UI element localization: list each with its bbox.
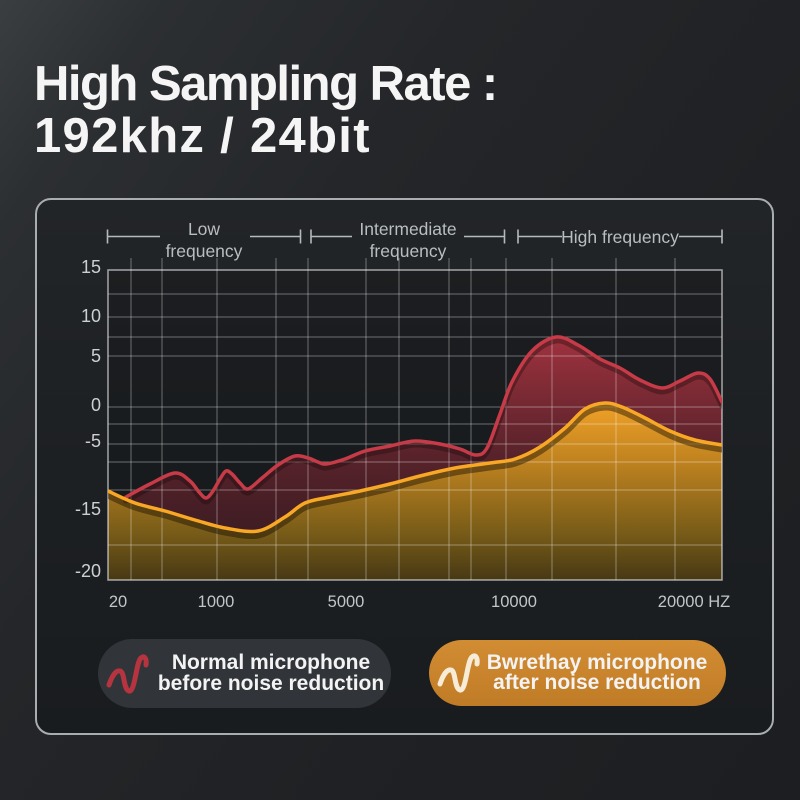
svg-text:frequency: frequency [166,241,243,261]
svg-text:High frequency: High frequency [561,227,679,247]
svg-text:20: 20 [109,593,127,611]
svg-text:5: 5 [91,346,101,366]
svg-text:frequency: frequency [370,241,447,261]
svg-text:-15: -15 [75,499,101,519]
svg-text:10: 10 [81,306,101,326]
svg-text:-5: -5 [85,431,101,451]
svg-text:-20: -20 [75,561,101,581]
svg-text:5000: 5000 [328,593,365,611]
svg-text:10000: 10000 [491,593,537,611]
svg-text:Intermediate: Intermediate [359,219,456,239]
svg-text:1000: 1000 [198,593,235,611]
svg-text:Low: Low [188,219,220,239]
svg-text:15: 15 [81,257,101,277]
svg-text:0: 0 [91,395,101,415]
svg-text:20000 HZ: 20000 HZ [658,593,730,611]
